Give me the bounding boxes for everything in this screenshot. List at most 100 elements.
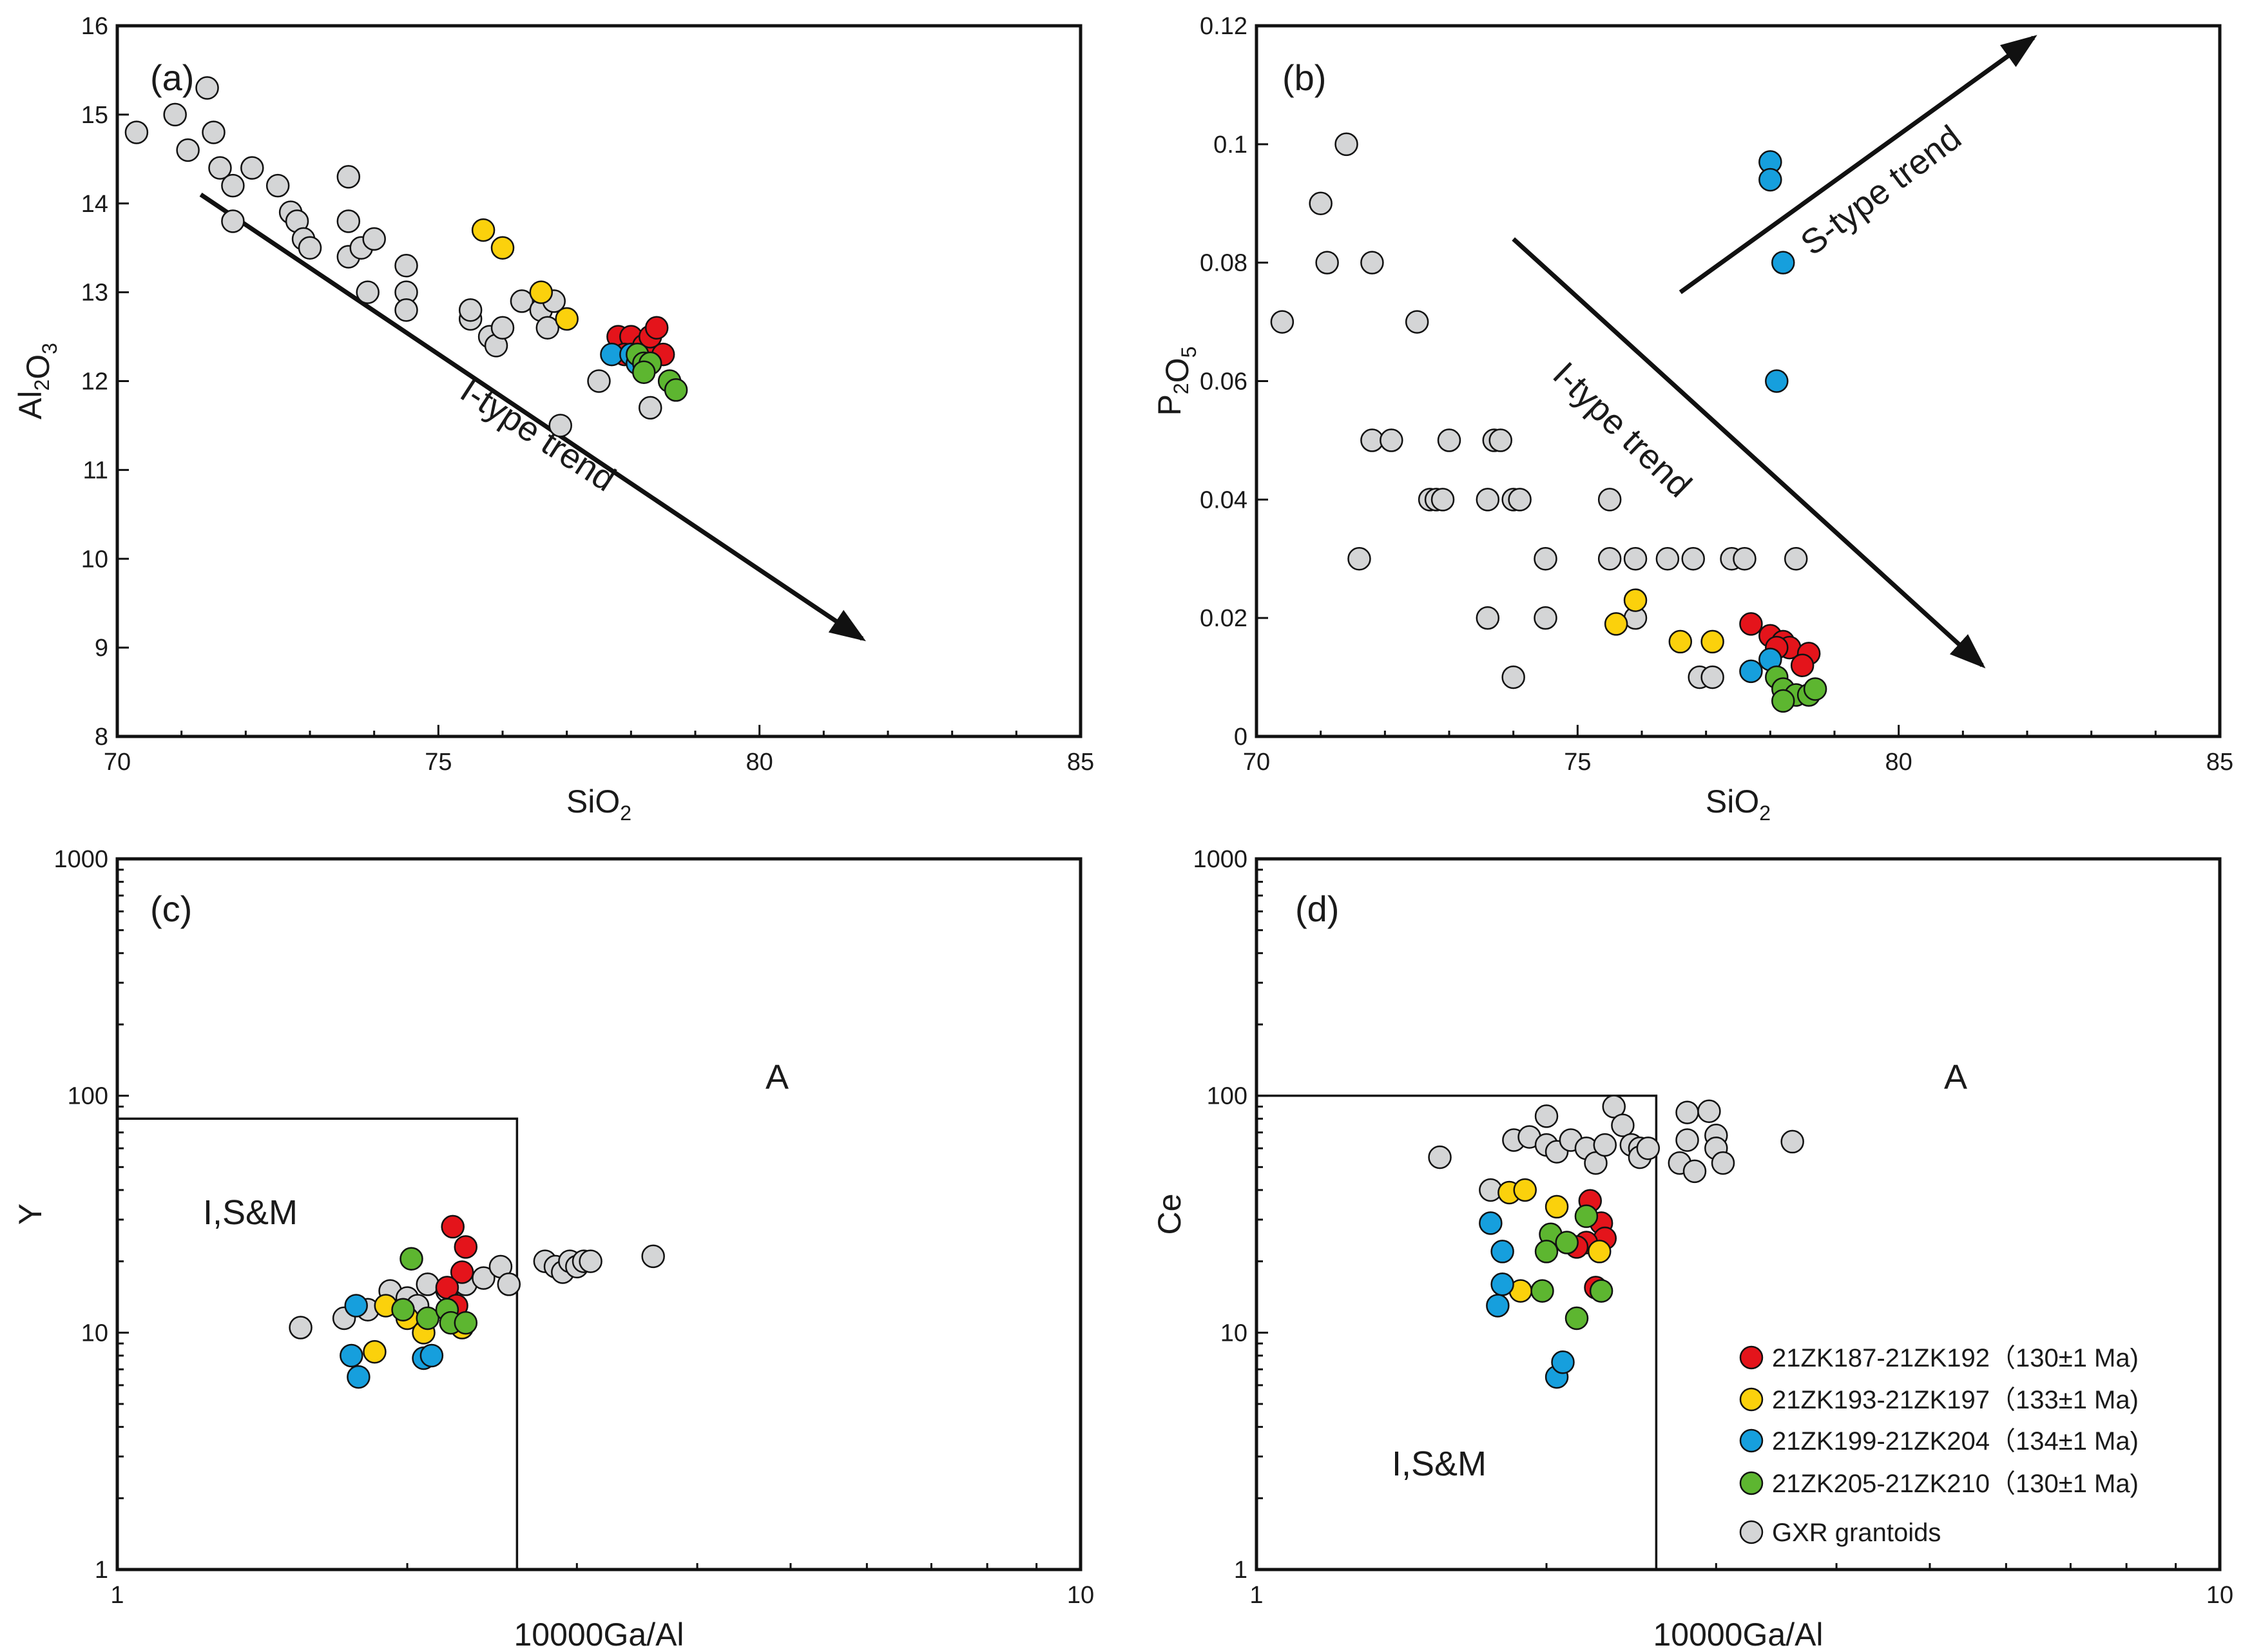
panel-d-ytick-label: 1000: [1193, 846, 1247, 873]
panel-b-point-gxr: [1405, 310, 1429, 334]
panel-a-xtick-label: 85: [1067, 749, 1094, 776]
panel-d-point-g2: [1513, 1178, 1537, 1202]
panel-a-ytick-label: 10: [81, 546, 108, 573]
panel-b-point-g1: [1739, 612, 1763, 636]
panel-b-trend-arrow: [1679, 35, 2037, 294]
legend-label-g1: 21ZK187-21ZK192（130±1 Ma): [1772, 1344, 2139, 1372]
panel-b-point-g3: [1739, 659, 1763, 684]
panel-b-point-g3: [1771, 251, 1795, 274]
panel-d-xtick-label: 1: [1249, 1582, 1263, 1609]
panel-c-region-a: A: [765, 1058, 789, 1097]
panel-c-xlabel: 10000Ga/Al: [514, 1617, 684, 1652]
panel-d-region-ism: I,S&M: [1392, 1445, 1487, 1483]
panel-c-point-g3: [344, 1294, 368, 1318]
panel-b-point-gxr: [1315, 251, 1339, 274]
panel-a-point-gxr: [221, 173, 245, 198]
panel-a-label: (a): [150, 57, 194, 98]
panel-c-point-g1: [441, 1215, 465, 1239]
panel-d-point-gxr: [1675, 1128, 1699, 1152]
panel-b-point-g2: [1700, 629, 1724, 654]
panel-a-point-g2: [529, 280, 554, 304]
panel-b-point-gxr: [1488, 428, 1512, 452]
panel-d-frame: [1255, 857, 2222, 1571]
panel-a-point-gxr: [510, 289, 534, 313]
panel-b-point-g1: [1790, 653, 1815, 677]
panel-d: (d) I,S&M A 1 10 100 1000 1 10 10000Ga/Al Ce: [1151, 846, 2233, 1652]
panel-c-ytick-label: 1000: [53, 846, 108, 873]
panel-d-point-g3: [1490, 1240, 1514, 1263]
panel-b-i-trend-label: I-type trend: [1545, 355, 1699, 505]
panel-c-point-gxr: [579, 1249, 602, 1273]
panel-d-point-g4: [1555, 1231, 1579, 1254]
panel-d-point-gxr: [1675, 1100, 1699, 1124]
legend-marker-g2: [1739, 1387, 1764, 1412]
panel-b-point-gxr: [1334, 132, 1358, 157]
panel-c-point-gxr: [641, 1244, 665, 1269]
panel-c-point-g2: [363, 1340, 387, 1364]
panel-c-point-gxr: [416, 1273, 439, 1296]
panel-d-point-gxr: [1611, 1113, 1635, 1137]
panel-b-xtick-label: 80: [1885, 749, 1912, 776]
panel-c-ylabel: Y: [12, 1204, 48, 1225]
panel-a-point-gxr: [458, 298, 483, 322]
panel-b-ytick-label: 0.1: [1213, 131, 1247, 158]
panel-d-point-g4: [1589, 1279, 1613, 1303]
panel-d-region-a: A: [1944, 1058, 1967, 1097]
panel-d-point-gxr: [1682, 1159, 1707, 1184]
panel-d-point-g2: [1545, 1195, 1569, 1219]
panel-a-point-gxr: [176, 138, 200, 162]
legend-label-g3: 21ZK199-21ZK204（134±1 Ma): [1772, 1427, 2139, 1455]
panel-b-point-gxr: [1309, 191, 1333, 215]
panel-a-point-gxr: [548, 414, 572, 437]
panel-a-ytick-label: 14: [81, 191, 108, 218]
panel-a-point-gxr: [298, 236, 322, 260]
panel-a-point-gxr: [362, 227, 386, 251]
panel-a-trend-arrow: [199, 193, 866, 642]
panel-b-ytick-label: 0: [1234, 724, 1247, 751]
panel-b-point-g3: [1758, 168, 1782, 192]
panel-d-point-gxr: [1697, 1099, 1721, 1123]
panel-a-ytick-label: 12: [81, 369, 108, 396]
panel-a-point-g4: [632, 360, 656, 384]
panel-b-point-gxr: [1681, 547, 1705, 571]
panel-b-point-g2: [1668, 629, 1693, 654]
panel-b-point-gxr: [1534, 547, 1557, 571]
panel-c-point-g3: [419, 1343, 444, 1368]
panel-a-ytick-label: 13: [81, 280, 108, 307]
panel-a-point-gxr: [535, 316, 560, 340]
panel-b-point-gxr: [1597, 488, 1622, 512]
panel-b-xtick-label: 75: [1564, 749, 1591, 776]
panel-b-point-gxr: [1501, 665, 1525, 689]
panel-d-xlabel: 10000Ga/Al: [1653, 1617, 1823, 1652]
panel-b-point-g4: [1771, 689, 1795, 713]
legend: 21ZK187-21ZK192（130±1 Ma) 21ZK193-21ZK19…: [1739, 1344, 2139, 1547]
panel-d-point-gxr: [1602, 1095, 1626, 1119]
panel-a-point-g1: [644, 316, 669, 340]
panel-d-region-boundary: [1256, 1094, 1658, 1570]
panel-d-point-gxr: [1636, 1136, 1661, 1160]
panel-a-point-g2: [555, 307, 579, 331]
panel-b-point-gxr: [1360, 251, 1384, 274]
panel-c-point-gxr: [472, 1266, 496, 1290]
panel-b-point-gxr: [1700, 665, 1724, 689]
panel-c-point-g3: [347, 1365, 371, 1389]
legend-label-g2: 21ZK193-21ZK197（133±1 Ma): [1772, 1386, 2139, 1414]
panel-c-ytick-label: 10: [81, 1320, 108, 1347]
panel-b-ytick-label: 0.06: [1200, 369, 1247, 396]
panel-b-trend-arrow: [1512, 237, 1986, 669]
panel-c-label: (c): [150, 888, 192, 929]
panel-c-point-g3: [340, 1343, 363, 1368]
panel-d-point-gxr: [1534, 1104, 1559, 1128]
panel-a-point-gxr: [195, 76, 219, 100]
legend-label-gxr: GXR grantoids: [1772, 1519, 1941, 1547]
panel-c-point-g1: [454, 1235, 478, 1259]
panel-b-point-gxr: [1623, 547, 1648, 571]
panel-c: (c) I,S&M A 1 10 100 1000 1 10 10000Ga/Al Y: [12, 846, 1094, 1652]
panel-a-point-gxr: [208, 156, 232, 180]
panel-b-label: (b): [1282, 57, 1326, 98]
panel-d-point-g3: [1551, 1350, 1575, 1374]
panel-a-xtick-label: 70: [104, 749, 131, 776]
panel-a-xlabel: SiO2: [566, 783, 631, 825]
panel-d-point-g3: [1486, 1294, 1510, 1318]
